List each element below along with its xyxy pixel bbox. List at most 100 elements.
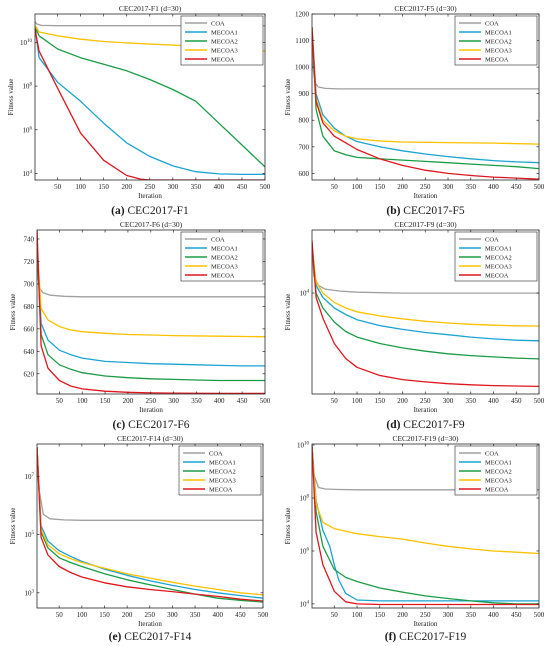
y-tick-exponent: 3 [32, 589, 35, 594]
legend-label: COA [485, 450, 499, 457]
x-axis-label: Iteration [138, 620, 162, 628]
x-tick-label: 300 [168, 397, 179, 405]
caption-text: CEC2017-F6 [128, 419, 190, 431]
y-tick-exponent: 8 [30, 83, 33, 88]
x-tick-label: 150 [99, 611, 110, 619]
y-tick-base: 10 [20, 39, 28, 47]
chart-title: CEC2017-F5 (d=30) [394, 4, 457, 13]
x-tick-label: 150 [375, 397, 386, 405]
legend-label: MECOA [211, 272, 235, 279]
x-tick-label: 450 [511, 611, 522, 619]
legend-label: MECOA1 [211, 245, 238, 252]
x-tick-label: 400 [214, 397, 225, 405]
x-tick-label: 350 [466, 397, 477, 405]
x-tick-label: 100 [77, 611, 88, 619]
x-tick-label: 350 [191, 397, 202, 405]
caption-text: CEC2017-F1 [127, 205, 189, 217]
series-line-mecoa1 [312, 446, 539, 602]
x-tick-label: 200 [121, 183, 132, 191]
x-tick-label: 400 [214, 183, 225, 191]
caption-text: CEC2017-F9 [403, 419, 465, 431]
legend-label: COA [485, 236, 499, 243]
y-tick-exponent: 4 [307, 290, 310, 295]
legend-label: MECOA2 [485, 38, 512, 45]
panel-caption: (e) CEC2017-F14 [109, 631, 192, 643]
legend-label: MECOA3 [209, 477, 236, 484]
series-group [37, 447, 263, 603]
x-tick-label: 150 [375, 183, 386, 191]
x-tick-label: 200 [122, 611, 133, 619]
legend-label: MECOA [209, 486, 233, 493]
x-tick-label: 250 [420, 611, 431, 619]
y-tick-exponent: 8 [307, 495, 310, 500]
x-tick-label: 400 [212, 611, 223, 619]
x-tick-label: 50 [56, 611, 64, 619]
caption-letter: (c) [113, 419, 126, 431]
panel-caption: (b) CEC2017-F5 [386, 205, 465, 217]
legend: COA MECOA1 MECOA2 MECOA3 MECOA [454, 15, 538, 66]
series-line-mecoa1 [37, 244, 265, 367]
series-line-mecoa2 [37, 244, 265, 382]
y-tick-label: 700 [299, 143, 310, 151]
y-tick-label: 640 [24, 348, 35, 356]
panel-caption: (c) CEC2017-F6 [113, 419, 190, 431]
x-tick-label: 250 [420, 183, 431, 191]
x-tick-label: 50 [331, 397, 339, 405]
series-line-mecoa2 [37, 447, 263, 603]
legend-label: MECOA2 [211, 38, 238, 45]
x-tick-label: 350 [466, 611, 477, 619]
x-tick-label: 100 [352, 397, 363, 405]
x-tick-label: 150 [100, 397, 111, 405]
series-line-mecoa2 [35, 26, 265, 168]
x-tick-label: 150 [98, 183, 109, 191]
legend-label: MECOA1 [209, 459, 236, 466]
panel-e: CEC2017-F14 (d=30) 50 100 150 200 250 300 350 40… [9, 434, 269, 643]
legend-label: MECOA2 [485, 254, 512, 261]
y-tick-base: 10 [300, 600, 308, 608]
x-axis-label: Iteration [138, 192, 162, 200]
x-tick-label: 200 [397, 397, 408, 405]
x-tick-label: 350 [466, 183, 477, 191]
y-tick-label: 680 [24, 303, 35, 311]
y-tick-exponent: 10 [304, 442, 310, 447]
caption-text: CEC2017-F14 [124, 631, 191, 643]
x-tick-label: 250 [145, 183, 156, 191]
x-tick-label: 450 [511, 183, 522, 191]
x-tick-label: 200 [397, 183, 408, 191]
series-line-mecoa [312, 446, 539, 606]
legend-label: COA [209, 450, 223, 457]
y-tick-base: 10 [300, 290, 308, 298]
legend: COA MECOA1 MECOA2 MECOA3 MECOA [180, 15, 264, 66]
chart-title: CEC2017-F1 (d=30) [119, 4, 182, 13]
legend-label: COA [485, 20, 499, 27]
legend-label: MECOA1 [211, 29, 238, 36]
series-group [37, 230, 265, 394]
legend-label: MECOA2 [209, 468, 236, 475]
y-tick-base: 10 [297, 442, 305, 450]
legend: COA MECOA1 MECOA2 MECOA3 MECOA [454, 231, 538, 282]
y-tick-exponent: 7 [32, 473, 35, 478]
x-tick-label: 500 [534, 397, 545, 405]
caption-letter: (a) [111, 205, 125, 217]
legend-label: MECOA1 [485, 245, 512, 252]
panel-f: CEC2017-F19 (d=30) 50 100 150 200 250 300 350 40… [284, 434, 545, 643]
y-tick-base: 10 [23, 170, 31, 178]
y-tick-label: 108 [300, 495, 310, 503]
x-tick-label: 200 [123, 397, 134, 405]
y-tick-label: 800 [299, 117, 310, 125]
caption-letter: (e) [109, 631, 122, 643]
x-tick-label: 50 [331, 611, 339, 619]
x-tick-label: 250 [146, 397, 157, 405]
series-group [35, 21, 265, 180]
y-tick-label: 620 [24, 370, 35, 378]
x-tick-label: 500 [260, 183, 271, 191]
panel-a: CEC2017-F1 (d=30) 50 100 150 200 250 300 350 400… [7, 4, 271, 217]
x-tick-label: 200 [397, 611, 408, 619]
series-line-mecoa3 [312, 246, 539, 327]
x-tick-label: 300 [443, 397, 454, 405]
y-tick-label: 740 [24, 235, 35, 243]
y-axis-label: Fitness value [7, 79, 15, 116]
legend-label: MECOA1 [485, 459, 512, 466]
series-line-mecoa2 [312, 27, 539, 170]
